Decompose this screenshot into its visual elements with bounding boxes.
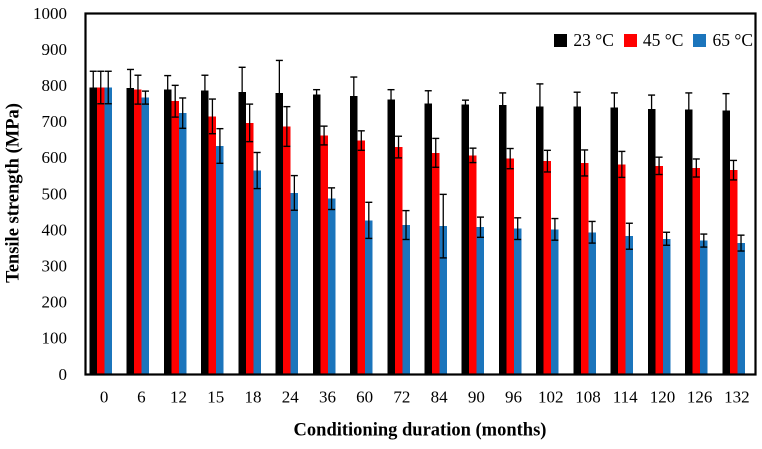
legend: 23 °C 45 °C 65 °C (554, 30, 753, 51)
x-tick-label: 102 (538, 387, 564, 406)
y-tick-label: 200 (42, 293, 68, 312)
x-tick-label: 72 (393, 387, 410, 406)
bar (275, 92, 284, 376)
bar (580, 162, 589, 376)
bar (439, 226, 447, 376)
bar (126, 88, 135, 376)
bar (543, 161, 552, 376)
x-tick-label: 36 (319, 387, 336, 406)
bar (685, 109, 693, 376)
bar (253, 170, 261, 376)
legend-item-label: 45 °C (642, 30, 684, 50)
y-tick-label: 300 (42, 256, 68, 275)
legend-item: 23 °C (554, 30, 614, 51)
legend-swatch (693, 34, 707, 47)
bar (700, 240, 708, 376)
bar (513, 228, 522, 376)
legend-item: 65 °C (693, 30, 753, 51)
bar (394, 147, 403, 376)
y-tick-label: 700 (42, 112, 68, 131)
x-tick-label: 114 (613, 387, 638, 406)
bar (476, 227, 485, 376)
y-tick-label: 600 (42, 148, 68, 167)
bar (357, 140, 366, 376)
bar (610, 107, 619, 376)
bar (320, 135, 328, 376)
bar (387, 99, 395, 376)
x-tick-label: 15 (207, 387, 224, 406)
bar (647, 108, 656, 376)
x-tick-label: 108 (575, 387, 601, 406)
x-tick-label: 84 (431, 387, 449, 406)
bar (245, 122, 254, 376)
legend-item-label: 23 °C (573, 30, 614, 50)
bar (551, 229, 559, 376)
y-tick-label: 100 (42, 329, 68, 348)
bar (283, 126, 291, 376)
bar (312, 94, 321, 376)
x-tick-label: 18 (245, 387, 262, 406)
bar (208, 116, 217, 376)
bar (536, 106, 544, 376)
bar (424, 103, 432, 376)
y-tick-label: 500 (42, 184, 68, 203)
x-tick-label: 90 (468, 387, 485, 406)
bar (498, 105, 507, 376)
bar (655, 165, 663, 376)
bar (506, 158, 514, 376)
bar (618, 164, 626, 376)
bar (134, 89, 142, 376)
y-tick-label: 1000 (33, 4, 67, 23)
bar (163, 89, 172, 376)
bar (722, 110, 730, 376)
x-tick-label: 60 (356, 387, 373, 406)
bar (662, 238, 671, 376)
y-tick-label: 900 (42, 40, 68, 59)
x-tick-label: 120 (650, 387, 676, 406)
bar (573, 106, 581, 376)
bar (625, 236, 634, 376)
bar (97, 87, 105, 376)
bar (365, 220, 373, 376)
x-tick-label: 24 (282, 387, 300, 406)
bar (216, 145, 224, 376)
x-tick-label: 6 (137, 387, 146, 406)
x-tick-label: 96 (505, 387, 522, 406)
bar (141, 97, 150, 376)
x-axis-title: Conditioning duration (months) (293, 420, 547, 441)
y-tick-label: 400 (42, 220, 68, 239)
x-tick-label: 126 (687, 387, 713, 406)
legend-item-label: 65 °C (712, 30, 753, 50)
bar (104, 87, 112, 376)
bar (469, 155, 477, 376)
bar (89, 87, 97, 376)
bar (350, 95, 358, 376)
plot-frame (84, 12, 757, 376)
y-tick-label: 800 (42, 76, 68, 95)
bar (461, 104, 470, 376)
bar (238, 91, 246, 376)
bar (402, 225, 410, 376)
legend-swatch (623, 34, 637, 47)
legend-swatch (554, 34, 568, 47)
x-tick-label: 0 (100, 387, 109, 406)
bar (178, 113, 187, 376)
y-axis-title: Tensile strength (MPa) (3, 103, 24, 283)
bar (171, 101, 179, 376)
bar (692, 168, 701, 376)
legend-item: 45 °C (623, 30, 684, 51)
bar (737, 243, 745, 376)
bar (290, 192, 299, 376)
bar (588, 232, 596, 376)
bar (432, 152, 440, 376)
y-tick-label: 0 (59, 365, 68, 384)
bar (729, 170, 738, 376)
bar (327, 198, 336, 376)
bar (201, 90, 209, 376)
x-tick-label: 12 (170, 387, 187, 406)
x-tick-label: 132 (724, 387, 750, 406)
